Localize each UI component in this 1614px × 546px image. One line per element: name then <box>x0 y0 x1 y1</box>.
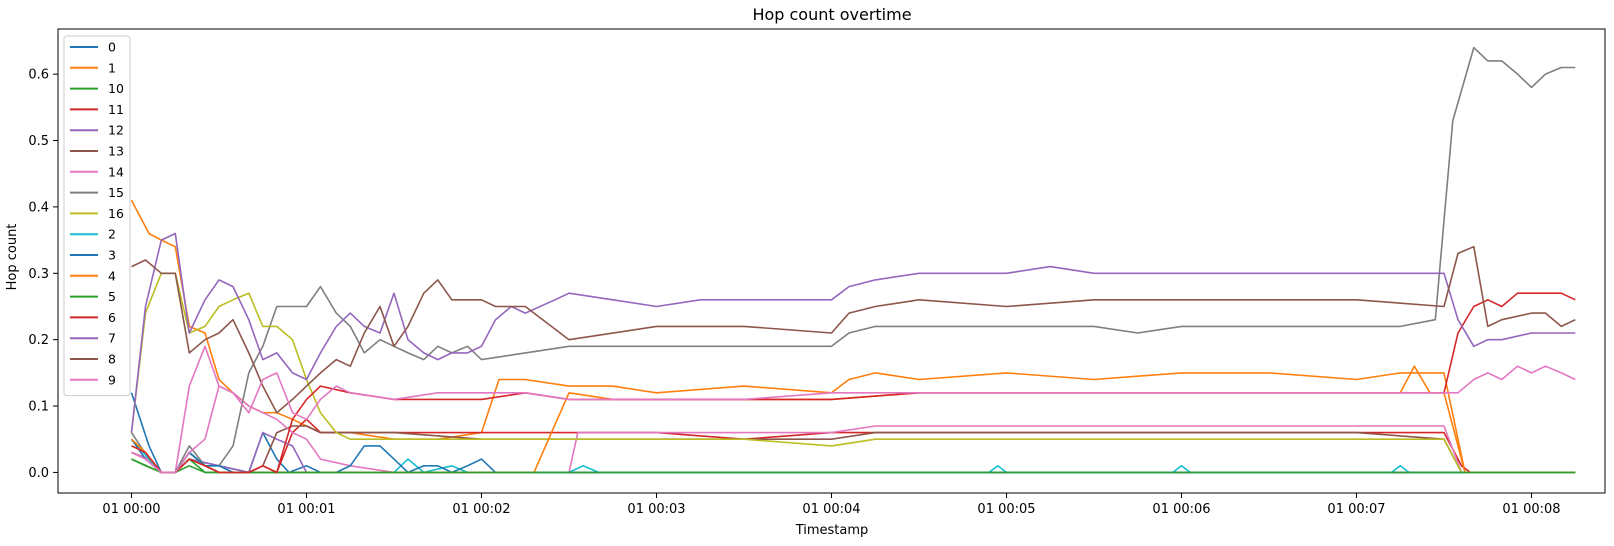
legend-label: 0 <box>108 40 116 55</box>
y-tick-label: 0.4 <box>28 200 49 215</box>
legend-label: 5 <box>108 289 116 304</box>
y-tick-label: 0.2 <box>28 333 49 348</box>
legend-label: 1 <box>108 60 116 75</box>
series-line-16 <box>130 272 1576 474</box>
legend-label: 8 <box>108 352 116 367</box>
y-tick-label: 0.6 <box>28 68 49 83</box>
legend-label: 11 <box>108 102 124 117</box>
series-lines <box>130 46 1576 474</box>
y-tick-label: 0.0 <box>28 466 49 481</box>
legend-box <box>63 35 131 397</box>
legend-label: 2 <box>108 227 116 242</box>
x-tick-label: 01 00:04 <box>802 502 860 517</box>
legend-label: 12 <box>108 123 124 138</box>
legend: 0 1 10 11 12 13 14 15 16 2 3 4 5 6 7 8 9 <box>63 35 131 397</box>
x-tick-label: 01 00:06 <box>1152 502 1210 517</box>
plot-area <box>57 28 1606 494</box>
series-line-1 <box>130 199 1576 474</box>
x-tick-label: 01 00:01 <box>277 502 335 517</box>
x-tick-label: 01 00:05 <box>977 502 1035 517</box>
series-line-15 <box>130 46 1576 474</box>
legend-label: 9 <box>108 372 116 387</box>
series-line-3 <box>130 438 1576 474</box>
x-axis-label: Timestamp <box>795 523 869 538</box>
y-axis: 0.0 0.1 0.2 0.3 0.4 0.5 0.6 <box>28 68 58 481</box>
legend-label: 6 <box>108 310 116 325</box>
y-tick-label: 0.1 <box>28 400 49 415</box>
series-line-4 <box>130 365 1576 474</box>
x-tick-label: 01 00:03 <box>627 502 685 517</box>
series-line-6 <box>131 292 1576 474</box>
x-tick-label: 01 00:07 <box>1327 502 1385 517</box>
legend-label: 14 <box>108 164 124 179</box>
series-line-7 <box>130 232 1576 433</box>
x-axis: 01 00:00 01 00:01 01 00:02 01 00:03 01 00:04… <box>102 493 1561 517</box>
x-tick-label: 01 00:08 <box>1502 502 1560 517</box>
legend-label: 15 <box>108 185 124 200</box>
series-line-11 <box>131 418 1576 474</box>
y-tick-label: 0.5 <box>28 134 49 149</box>
series-line-8 <box>131 245 1576 414</box>
legend-label: 3 <box>108 248 116 263</box>
plot-frame <box>57 28 1606 494</box>
series-line-9 <box>131 365 1576 474</box>
legend-label: 16 <box>108 206 124 221</box>
legend-label: 7 <box>108 331 116 346</box>
y-tick-label: 0.3 <box>28 267 49 282</box>
chart-title: Hop count overtime <box>752 5 911 24</box>
x-tick-label: 01 00:02 <box>452 502 510 517</box>
legend-label: 13 <box>108 144 124 159</box>
x-tick-label: 01 00:00 <box>102 502 160 517</box>
y-axis-label: Hop count <box>5 224 20 291</box>
legend-label: 10 <box>108 81 124 96</box>
legend-label: 4 <box>108 268 116 283</box>
